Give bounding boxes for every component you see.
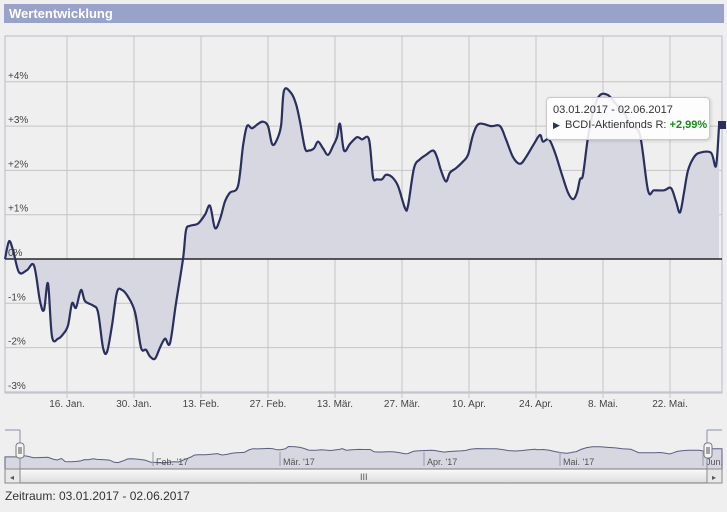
area-fill <box>5 88 719 360</box>
svg-text:Apr. '17: Apr. '17 <box>427 457 457 467</box>
period-label: Zeitraum: 03.01.2017 - 02.06.2017 <box>5 489 190 503</box>
svg-text:8. Mai.: 8. Mai. <box>588 399 618 410</box>
svg-text:+1%: +1% <box>8 204 28 215</box>
series-end-marker[interactable] <box>718 121 726 129</box>
svg-text:+3%: +3% <box>8 115 28 126</box>
svg-text:Jun.: Jun. <box>706 457 723 467</box>
svg-text:10. Apr.: 10. Apr. <box>452 399 486 410</box>
svg-text:27. Mär.: 27. Mär. <box>384 399 420 410</box>
y-axis-labels: +4% +3% +2% +1% 0% -1% -2% -3% <box>8 71 28 392</box>
svg-text:-2%: -2% <box>8 337 26 348</box>
svg-text:Mai. '17: Mai. '17 <box>563 457 594 467</box>
svg-text:30. Jan.: 30. Jan. <box>116 399 152 410</box>
svg-text:27. Feb.: 27. Feb. <box>250 399 287 410</box>
navigator-month-labels: Feb. '17 Mär. '17 Apr. '17 Mai. '17 Jun. <box>152 452 723 467</box>
tooltip-date-range: 03.01.2017 - 02.06.2017 <box>553 104 673 116</box>
series-line <box>3 87 721 361</box>
gridlines <box>5 36 722 398</box>
svg-text:-3%: -3% <box>8 381 26 392</box>
x-axis-labels: 16. Jan. 30. Jan. 13. Feb. 27. Feb. 13. Mär.… <box>49 399 688 410</box>
series-marker-icon: ▶ <box>553 120 560 130</box>
svg-text:22. Mai.: 22. Mai. <box>652 399 688 410</box>
svg-text:13. Feb.: 13. Feb. <box>183 399 220 410</box>
svg-text:13. Mär.: 13. Mär. <box>317 399 353 410</box>
navigator-handle-left[interactable] <box>15 442 25 459</box>
chart-tooltip: 03.01.2017 - 02.06.2017 ▶ BCDI-Aktienfon… <box>546 97 710 140</box>
navigator-series <box>4 445 723 470</box>
scrollbar-left-button[interactable]: ◂ <box>4 468 21 484</box>
svg-text:0%: 0% <box>8 248 23 259</box>
svg-text:+2%: +2% <box>8 159 28 170</box>
scrollbar-right-button[interactable]: ▸ <box>706 468 723 484</box>
svg-text:+4%: +4% <box>8 71 28 82</box>
tooltip-series-row: ▶ BCDI-Aktienfonds R: +2,99% <box>553 119 707 131</box>
panel-header: Wertentwicklung <box>4 4 724 23</box>
tooltip-series-value: +2,99% <box>669 119 708 131</box>
svg-text:Feb. '17: Feb. '17 <box>156 457 188 467</box>
svg-text:-1%: -1% <box>8 292 26 303</box>
scrollbar-grip-icon: III <box>360 472 368 482</box>
navigator-handle-right[interactable] <box>703 442 713 459</box>
svg-text:24. Apr.: 24. Apr. <box>519 399 553 410</box>
tooltip-series-label: BCDI-Aktienfonds R: <box>564 119 667 131</box>
panel-title: Wertentwicklung <box>9 6 113 21</box>
svg-text:◂: ◂ <box>10 473 14 482</box>
svg-text:Mär. '17: Mär. '17 <box>283 457 315 467</box>
svg-text:16. Jan.: 16. Jan. <box>49 399 85 410</box>
svg-text:▸: ▸ <box>712 473 716 482</box>
